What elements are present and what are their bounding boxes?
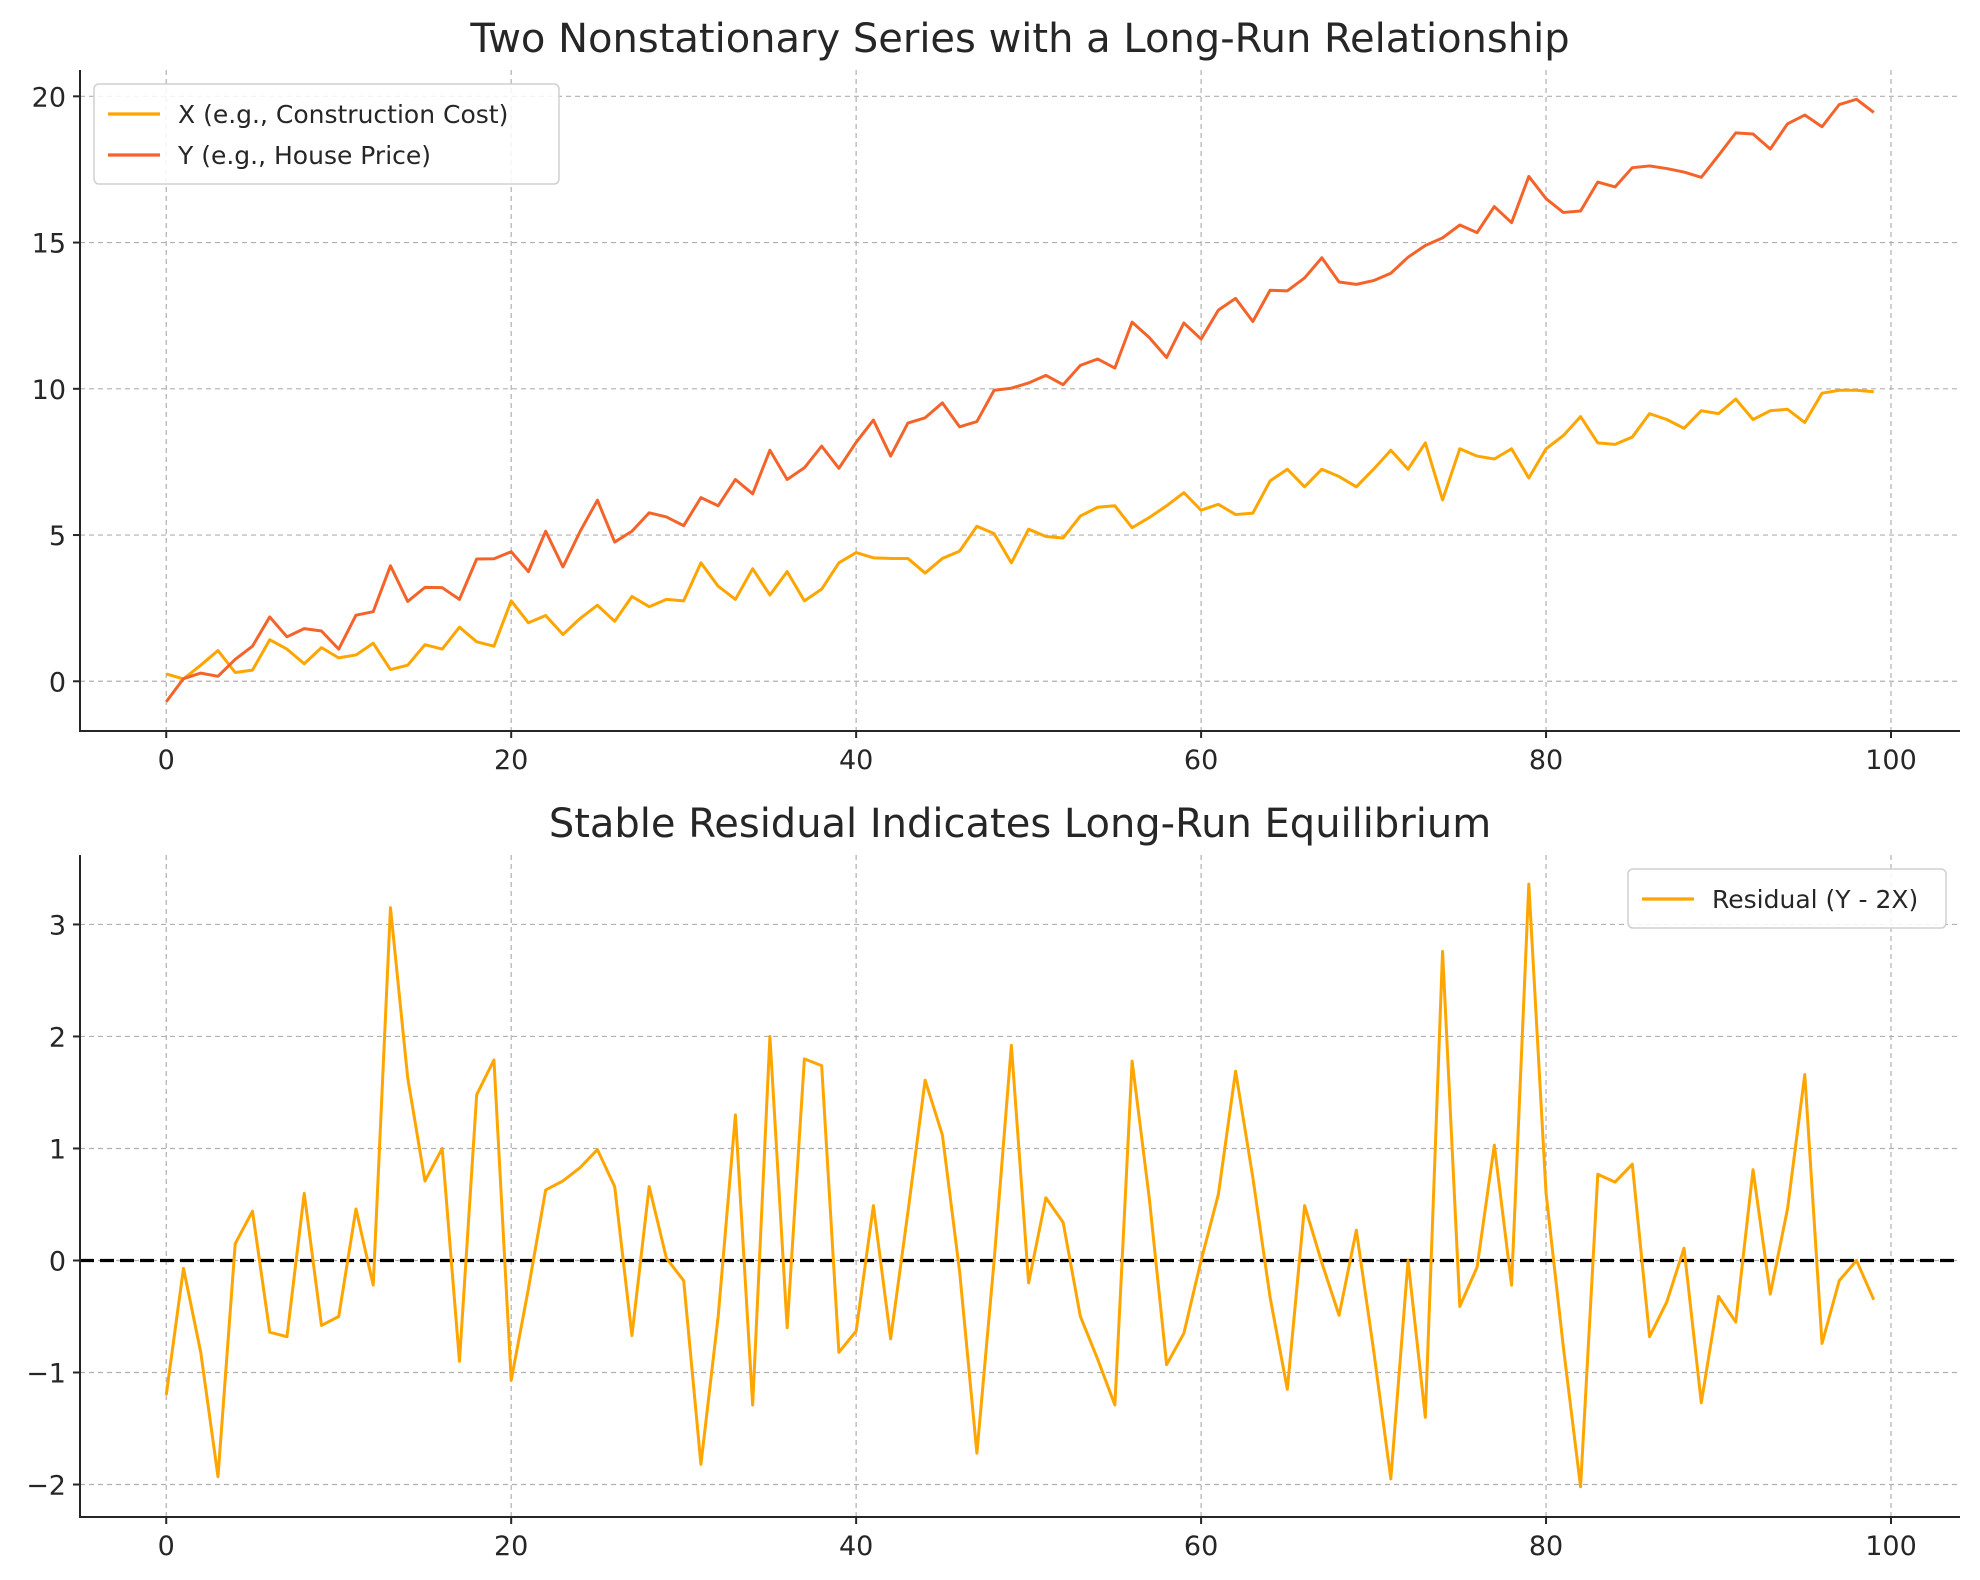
- top-legend-label-0: X (e.g., Construction Cost): [178, 100, 508, 129]
- top-legend: X (e.g., Construction Cost) Y (e.g., Hous…: [93, 83, 560, 185]
- top-y-tick-label: 15: [32, 229, 66, 260]
- bottom-legend-box: [1627, 868, 1947, 929]
- top-y-tick-label: 10: [32, 375, 66, 406]
- top-series-line-0: [165, 388, 1874, 681]
- bottom-x-tick-label: 40: [839, 1531, 873, 1562]
- top-x-tick-label: 60: [1184, 745, 1218, 776]
- bottom-y-tick-label: −1: [26, 1359, 66, 1390]
- bottom-x-tick-label: 80: [1529, 1531, 1563, 1562]
- bottom-x-tick-label: 0: [158, 1531, 175, 1562]
- bottom-x-tick-label: 100: [1865, 1531, 1917, 1562]
- top-series-line-1: [165, 97, 1875, 703]
- bottom-chart: Stable Residual Indicates Long-Run Equil…: [26, 801, 1960, 1562]
- bottom-chart-title: Stable Residual Indicates Long-Run Equil…: [549, 801, 1491, 847]
- top-x-tick-label: 0: [158, 745, 175, 776]
- top-x-tick-label: 100: [1865, 745, 1917, 776]
- top-y-tick-label: 5: [49, 521, 66, 552]
- bottom-series-line-0: [164, 882, 1876, 1489]
- top-x-tick-label: 20: [494, 745, 528, 776]
- top-y-tick-label: 0: [49, 667, 66, 698]
- bottom-y-tick-label: −2: [26, 1471, 66, 1502]
- bottom-y-tick-label: 1: [49, 1134, 66, 1165]
- top-axes-spines: [79, 70, 1960, 732]
- top-chart: Two Nonstationary Series with a Long-Run…: [32, 16, 1960, 776]
- bottom-y-tick-label: 2: [49, 1022, 66, 1053]
- top-y-tick-label: 20: [32, 82, 66, 113]
- top-x-tick-label: 40: [839, 745, 873, 776]
- bottom-y-tick-label: 0: [49, 1246, 66, 1277]
- bottom-x-tick-label: 60: [1184, 1531, 1218, 1562]
- bottom-y-tick-label: 3: [49, 910, 66, 941]
- bottom-x-tick-label: 20: [494, 1531, 528, 1562]
- bottom-axes-spines: [79, 855, 1960, 1518]
- top-legend-box: [93, 83, 560, 185]
- top-x-tick-label: 80: [1529, 745, 1563, 776]
- bottom-legend: Residual (Y - 2X): [1627, 868, 1947, 929]
- top-legend-label-1: Y (e.g., House Price): [177, 141, 431, 170]
- bottom-legend-label-0: Residual (Y - 2X): [1712, 885, 1918, 914]
- top-chart-title: Two Nonstationary Series with a Long-Run…: [469, 16, 1569, 62]
